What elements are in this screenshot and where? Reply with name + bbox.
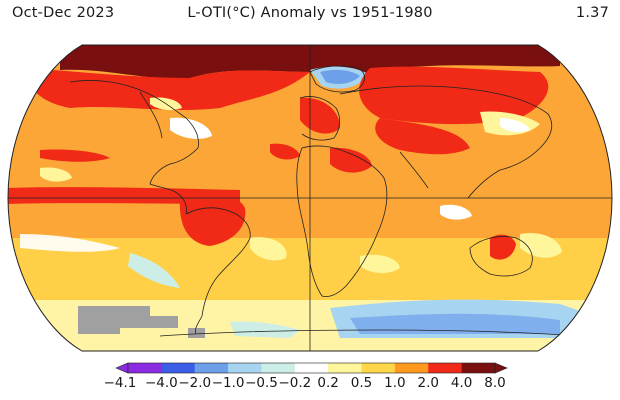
- eurasia-warm: [359, 66, 549, 125]
- colorbar-segment: [194, 363, 229, 373]
- coastlines: [69, 65, 581, 337]
- south-atlantic-mild-2: [250, 237, 287, 261]
- colorbar-segment: [361, 363, 396, 373]
- colorbar-segment: [428, 363, 462, 373]
- coast-africa: [296, 145, 388, 297]
- colorbar-tick-label: −0.5: [245, 375, 278, 391]
- colorbar-tick-label: 2.0: [417, 375, 440, 391]
- colorbar-tick-label: 1.0: [384, 375, 406, 391]
- canada-neutral: [170, 117, 212, 139]
- neutral-band: [20, 234, 120, 252]
- greenland-cold: [320, 69, 360, 84]
- global-mean-value: 1.37: [575, 5, 609, 21]
- colorbar-tick-label: 4.0: [450, 375, 473, 391]
- anomaly-map: [0, 38, 620, 358]
- coast-asia: [339, 85, 553, 199]
- colorbar-tick-label: −4.1: [103, 375, 137, 391]
- map-title: L-OTI(°C) Anomaly vs 1951-1980: [187, 5, 433, 21]
- colorbar-segment: [128, 363, 162, 373]
- colorbar-tick-label: −2.0: [178, 375, 212, 391]
- missing-data-pacific: [78, 306, 178, 334]
- colorbar-segment: [328, 363, 362, 373]
- cool-weddell: [230, 321, 300, 338]
- colorbar-tick-label: −1.0: [211, 375, 245, 391]
- east-asia-neutral: [500, 118, 530, 133]
- coast-north-america: [69, 80, 199, 215]
- cool-south-pacific: [128, 253, 180, 288]
- east-pacific-mild: [40, 167, 72, 182]
- colorbar: −4.1 −4.0 −2.0 −1.0 −0.5 −0.2 0.2 0.5 1.0 2.0 4.0 8…: [0, 360, 620, 400]
- colorbar-tick-label: −0.2: [278, 375, 312, 391]
- subtropical-atlantic-warm: [270, 143, 300, 160]
- north-pacific-warm: [40, 149, 110, 162]
- robinson-map-svg: [7, 44, 613, 352]
- coast-greenland: [309, 65, 365, 93]
- period-label: Oct-Dec 2023: [12, 5, 115, 21]
- coast-europe: [299, 96, 340, 141]
- colorbar-tick-label: 0.2: [317, 375, 339, 391]
- indonesia-neutral: [440, 204, 472, 220]
- colorbar-segment: [461, 363, 496, 373]
- coast-australia: [469, 236, 533, 277]
- missing-data-small: [188, 328, 205, 338]
- colorbar-segment: [228, 363, 262, 373]
- colorbar-low-triangle: [115, 362, 129, 374]
- cold-southern-ocean: [350, 313, 560, 334]
- colorbar-tick-label: 8.0: [484, 375, 506, 391]
- colorbar-segment: [261, 363, 296, 373]
- coast-india: [399, 151, 429, 189]
- colorbar-segment: [394, 363, 429, 373]
- coast-hudson: [139, 91, 163, 139]
- south-america-warm: [179, 192, 246, 246]
- south-atlantic-mild: [360, 254, 400, 274]
- map-outline: [7, 44, 613, 352]
- colorbar-tick-label: 0.5: [350, 375, 373, 391]
- north-america-warm: [29, 68, 311, 110]
- coast-south-america: [185, 207, 251, 335]
- coast-antarctica: [159, 329, 581, 337]
- colorbar-segment: [161, 363, 196, 373]
- middle-east-warm: [375, 118, 470, 155]
- colorbar-high-triangle: [494, 362, 508, 374]
- australia-warm: [490, 234, 516, 260]
- colorbar-frame: [127, 362, 496, 374]
- colorbar-segment: [294, 363, 329, 373]
- colorbar-tick-label: −4.0: [144, 375, 178, 391]
- north-africa-warm: [330, 147, 372, 173]
- colorbar-bar: [115, 362, 508, 374]
